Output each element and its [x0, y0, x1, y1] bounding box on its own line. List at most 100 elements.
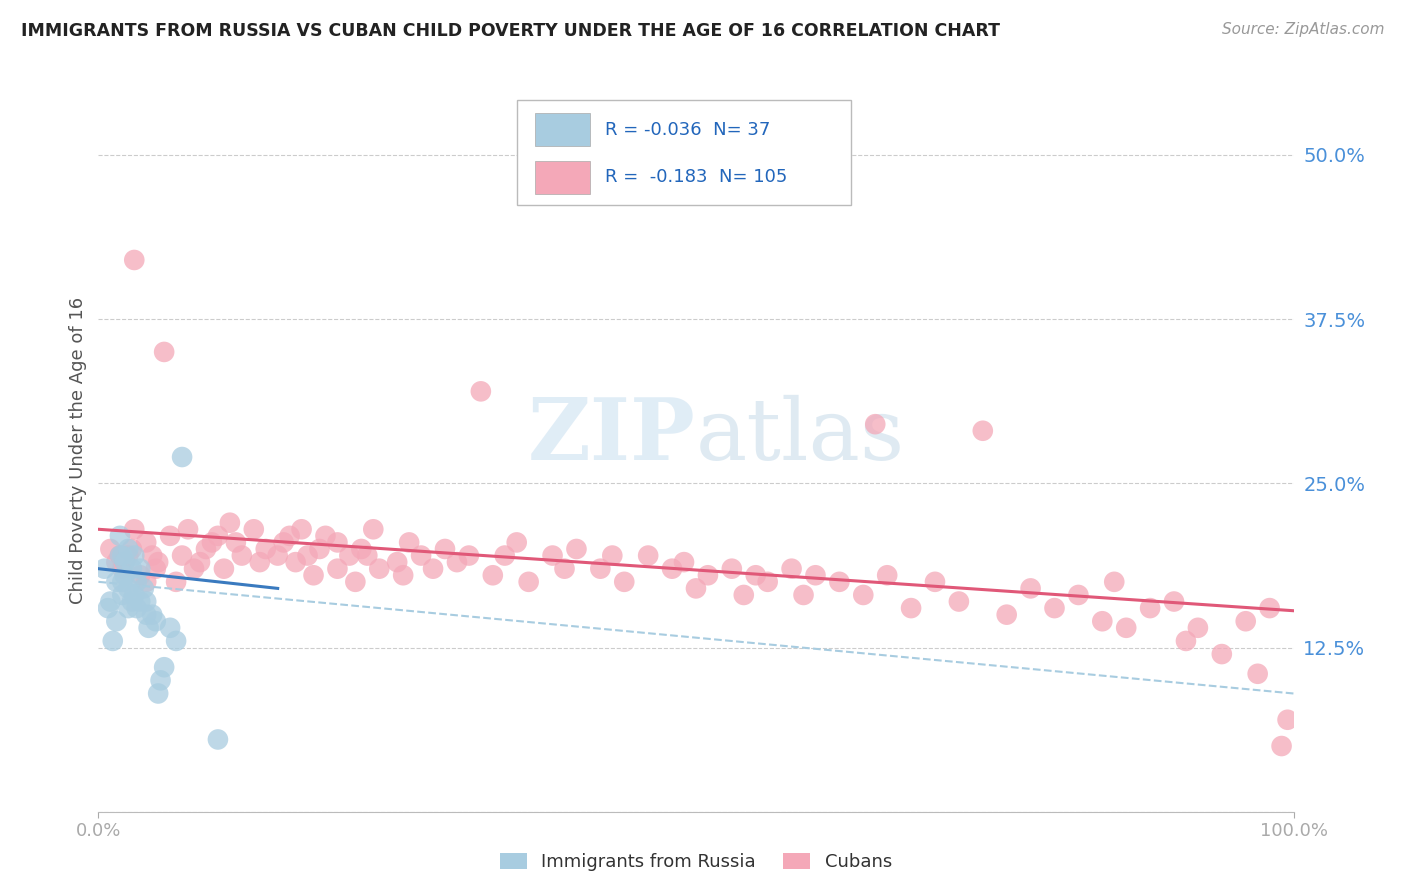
- Text: ZIP: ZIP: [529, 394, 696, 478]
- Point: [828, 574, 851, 589]
- Point: [481, 568, 505, 582]
- Point: [278, 529, 301, 543]
- Point: [114, 555, 136, 569]
- Point: [138, 621, 160, 635]
- Point: [1043, 601, 1066, 615]
- Point: [458, 549, 481, 563]
- Point: [350, 541, 373, 556]
- Point: [195, 541, 218, 556]
- Point: [114, 568, 136, 582]
- Point: [1187, 621, 1209, 635]
- Point: [135, 574, 157, 589]
- Point: [132, 582, 155, 596]
- Point: [602, 549, 624, 563]
- Text: atlas: atlas: [696, 394, 905, 477]
- Point: [183, 562, 205, 576]
- Point: [105, 574, 128, 589]
- Point: [165, 574, 187, 589]
- Point: [565, 541, 588, 556]
- Point: [411, 549, 433, 563]
- Point: [124, 588, 146, 602]
- FancyBboxPatch shape: [534, 113, 589, 146]
- Point: [673, 555, 696, 569]
- Point: [108, 529, 131, 543]
- Point: [344, 574, 367, 589]
- Text: R = -0.036  N= 37: R = -0.036 N= 37: [605, 120, 770, 138]
- Y-axis label: Child Poverty Under the Age of 16: Child Poverty Under the Age of 16: [69, 297, 87, 604]
- Point: [135, 594, 157, 608]
- Point: [637, 549, 659, 563]
- Point: [111, 588, 134, 602]
- Point: [121, 594, 143, 608]
- Point: [207, 529, 229, 543]
- Point: [117, 582, 139, 596]
- Point: [165, 634, 187, 648]
- Point: [326, 562, 349, 576]
- Point: [756, 574, 779, 589]
- Point: [121, 541, 143, 556]
- Point: [1271, 739, 1294, 753]
- Point: [108, 549, 131, 563]
- Point: [721, 562, 744, 576]
- Point: [249, 555, 271, 569]
- Point: [733, 588, 755, 602]
- Point: [117, 601, 139, 615]
- Point: [117, 549, 139, 563]
- Point: [172, 549, 194, 563]
- Point: [219, 516, 242, 530]
- Point: [1211, 647, 1233, 661]
- Point: [135, 607, 157, 622]
- Point: [326, 535, 349, 549]
- Point: [225, 535, 247, 549]
- Point: [153, 345, 176, 359]
- Point: [1234, 614, 1257, 628]
- Point: [159, 529, 181, 543]
- Point: [97, 601, 120, 615]
- Point: [661, 562, 683, 576]
- Point: [1067, 588, 1090, 602]
- FancyBboxPatch shape: [534, 161, 589, 194]
- Point: [124, 252, 146, 267]
- Point: [145, 614, 167, 628]
- Point: [212, 562, 235, 576]
- Point: [356, 549, 378, 563]
- Point: [135, 535, 157, 549]
- Point: [207, 732, 229, 747]
- Point: [254, 541, 277, 556]
- Point: [422, 562, 444, 576]
- Point: [129, 568, 152, 582]
- Point: [159, 621, 181, 635]
- Point: [1247, 666, 1270, 681]
- Point: [470, 384, 492, 399]
- Point: [124, 522, 146, 536]
- Point: [804, 568, 827, 582]
- Point: [780, 562, 803, 576]
- Point: [297, 549, 319, 563]
- Point: [972, 424, 994, 438]
- Point: [108, 549, 131, 563]
- Point: [398, 535, 420, 549]
- Point: [613, 574, 636, 589]
- Text: R =  -0.183  N= 105: R = -0.183 N= 105: [605, 169, 787, 186]
- Point: [589, 562, 612, 576]
- Point: [172, 450, 194, 464]
- Point: [876, 568, 898, 582]
- Point: [506, 535, 529, 549]
- Text: Source: ZipAtlas.com: Source: ZipAtlas.com: [1222, 22, 1385, 37]
- Legend: Immigrants from Russia, Cubans: Immigrants from Russia, Cubans: [501, 853, 891, 871]
- Point: [541, 549, 564, 563]
- Point: [129, 594, 152, 608]
- Point: [121, 562, 143, 576]
- Point: [284, 555, 307, 569]
- Point: [105, 614, 128, 628]
- FancyBboxPatch shape: [517, 100, 852, 205]
- Point: [125, 601, 148, 615]
- Point: [1104, 574, 1126, 589]
- Point: [273, 535, 295, 549]
- Point: [111, 562, 134, 576]
- Point: [201, 535, 224, 549]
- Point: [900, 601, 922, 615]
- Point: [148, 555, 170, 569]
- Point: [98, 541, 122, 556]
- Point: [793, 588, 815, 602]
